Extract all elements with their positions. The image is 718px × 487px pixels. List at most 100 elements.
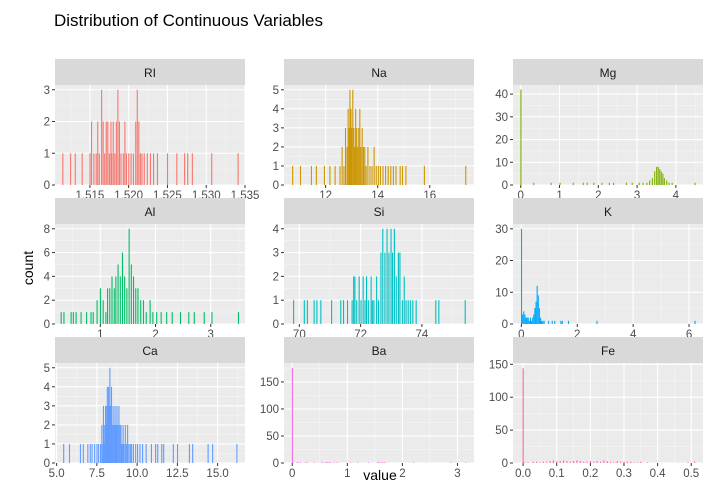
histogram-bar xyxy=(96,443,98,463)
histogram-bar xyxy=(610,461,612,463)
histogram-bar xyxy=(687,462,689,463)
x-tick-label: 0.0 xyxy=(515,468,531,480)
histogram-bar xyxy=(601,182,603,185)
histogram-bar xyxy=(123,443,125,463)
histogram-bar xyxy=(93,153,95,185)
histogram-bar xyxy=(107,121,109,185)
histogram-bar xyxy=(465,165,467,185)
histogram-bar xyxy=(556,461,558,463)
histogram-bar xyxy=(119,424,121,463)
histogram-bar xyxy=(626,461,628,463)
histogram-bar xyxy=(157,443,159,463)
histogram-bar xyxy=(296,462,298,463)
y-tick-label: 0 xyxy=(502,319,508,331)
histogram-bar xyxy=(569,461,571,463)
histogram-bar xyxy=(152,312,154,324)
x-tick-label: 3 xyxy=(634,190,640,202)
histogram-bar xyxy=(126,288,128,324)
histogram-bar xyxy=(109,367,111,463)
histogram-bar xyxy=(640,461,642,463)
histogram-bar xyxy=(362,276,364,324)
x-tick-label: 0.3 xyxy=(616,468,632,480)
x-tick-label: 0 xyxy=(518,329,524,341)
histogram-bar xyxy=(409,300,411,324)
y-tick-label: 3 xyxy=(273,248,279,260)
histogram-bar xyxy=(593,182,595,185)
histogram-bar xyxy=(377,462,379,463)
histogram-bar xyxy=(694,320,696,324)
histogram-bar xyxy=(145,443,147,463)
y-tick-label: 0 xyxy=(273,458,279,470)
histogram-bar xyxy=(111,276,113,324)
histogram-bar xyxy=(353,127,355,185)
histogram-bar xyxy=(377,165,379,185)
y-tick-label: 0 xyxy=(44,319,50,331)
histogram-bar xyxy=(176,153,178,185)
histogram-bar xyxy=(112,121,114,185)
histogram-bar xyxy=(377,300,380,324)
histogram-bar xyxy=(117,89,119,185)
histogram-bar xyxy=(659,169,661,185)
histogram-bar xyxy=(542,320,544,324)
histogram-bar xyxy=(323,165,325,185)
histogram-bar xyxy=(130,264,132,324)
histogram-bar xyxy=(114,153,116,185)
y-tick-label: 10 xyxy=(495,157,508,169)
histogram-bar xyxy=(112,405,114,463)
y-tick-label: 8 xyxy=(44,224,50,236)
histogram-bar xyxy=(176,443,179,463)
histogram-bar xyxy=(191,153,193,185)
histogram-bar xyxy=(130,153,132,185)
histogram-bar xyxy=(132,153,134,185)
histogram-bar xyxy=(82,443,84,463)
y-tick-label: 50 xyxy=(266,431,279,443)
histogram-bar xyxy=(654,171,656,185)
histogram-bar xyxy=(401,165,404,185)
y-tick-label: 4 xyxy=(44,271,51,283)
histogram-bar xyxy=(117,424,119,463)
histogram-bar xyxy=(561,320,563,324)
histogram-bar xyxy=(80,312,82,324)
histogram-bar xyxy=(668,182,670,185)
histogram-bar xyxy=(102,443,104,463)
y-tick-label: 3 xyxy=(44,85,50,97)
histogram-bar xyxy=(110,386,113,463)
histogram-bar xyxy=(137,443,139,463)
histogram-bar xyxy=(237,312,240,324)
facet-strip-label: Si xyxy=(374,205,385,219)
histogram-bar xyxy=(104,405,107,463)
histogram-bar xyxy=(333,462,335,463)
y-tick-label: 20 xyxy=(495,256,508,268)
histogram-bar xyxy=(351,300,353,324)
histogram-bar xyxy=(405,300,407,324)
y-tick-label: 4 xyxy=(273,104,280,116)
histogram-bar xyxy=(153,153,155,185)
histogram-bar xyxy=(150,443,152,463)
y-tick-label: 50 xyxy=(495,425,508,437)
facet-strip-label: Ba xyxy=(372,344,387,358)
histogram-bar xyxy=(98,153,100,185)
histogram-bar xyxy=(86,312,88,324)
histogram-bar xyxy=(390,228,392,324)
histogram-bar xyxy=(373,300,375,324)
histogram-bar xyxy=(529,317,532,324)
histogram-bar xyxy=(139,443,141,463)
histogram-bar xyxy=(109,288,111,324)
histogram-bar xyxy=(90,312,92,324)
histogram-bar xyxy=(102,121,104,185)
facet-strip-label: Ca xyxy=(142,344,158,358)
histogram-bar xyxy=(638,182,640,185)
histogram-bar xyxy=(407,300,409,324)
histogram-bar xyxy=(145,312,147,324)
histogram-bar xyxy=(70,153,72,185)
histogram-bar xyxy=(435,300,437,324)
y-tick-label: 1 xyxy=(44,439,50,451)
histogram-bar xyxy=(310,165,312,185)
histogram-bar xyxy=(450,462,452,463)
x-tick-label: 5.0 xyxy=(49,468,65,480)
histogram-bar xyxy=(403,276,405,324)
histogram-bar xyxy=(108,405,110,463)
facet-panel-al: Al 1 2 3 0 2 4 6 8 xyxy=(44,198,245,341)
x-tick-label: 0 xyxy=(289,468,295,480)
